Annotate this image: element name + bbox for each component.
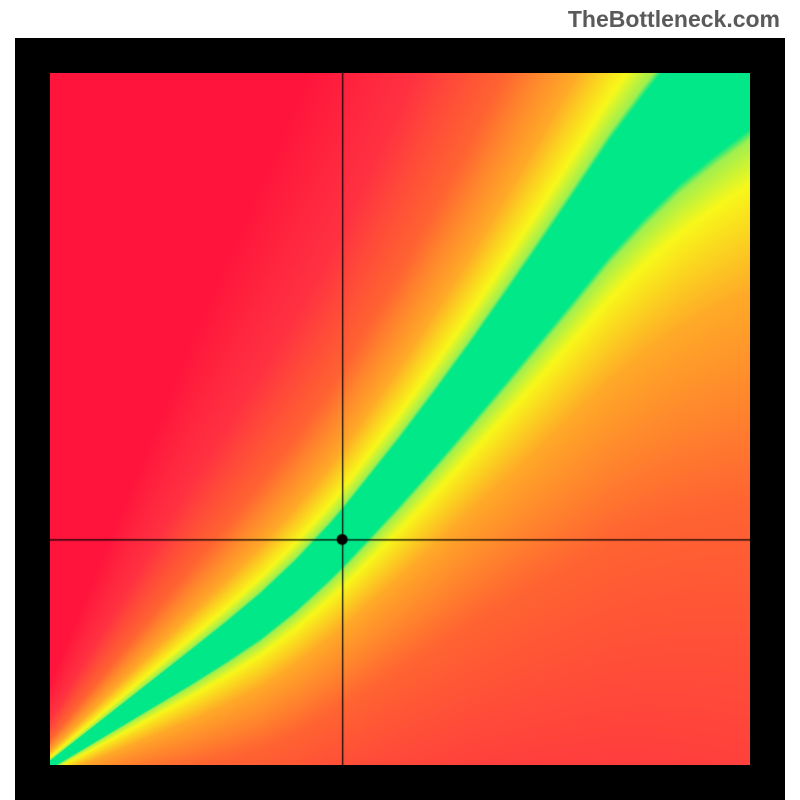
bottleneck-heatmap xyxy=(50,73,750,765)
chart-container: TheBottleneck.com xyxy=(0,0,800,800)
attribution-label: TheBottleneck.com xyxy=(568,6,780,33)
chart-frame xyxy=(15,38,785,800)
